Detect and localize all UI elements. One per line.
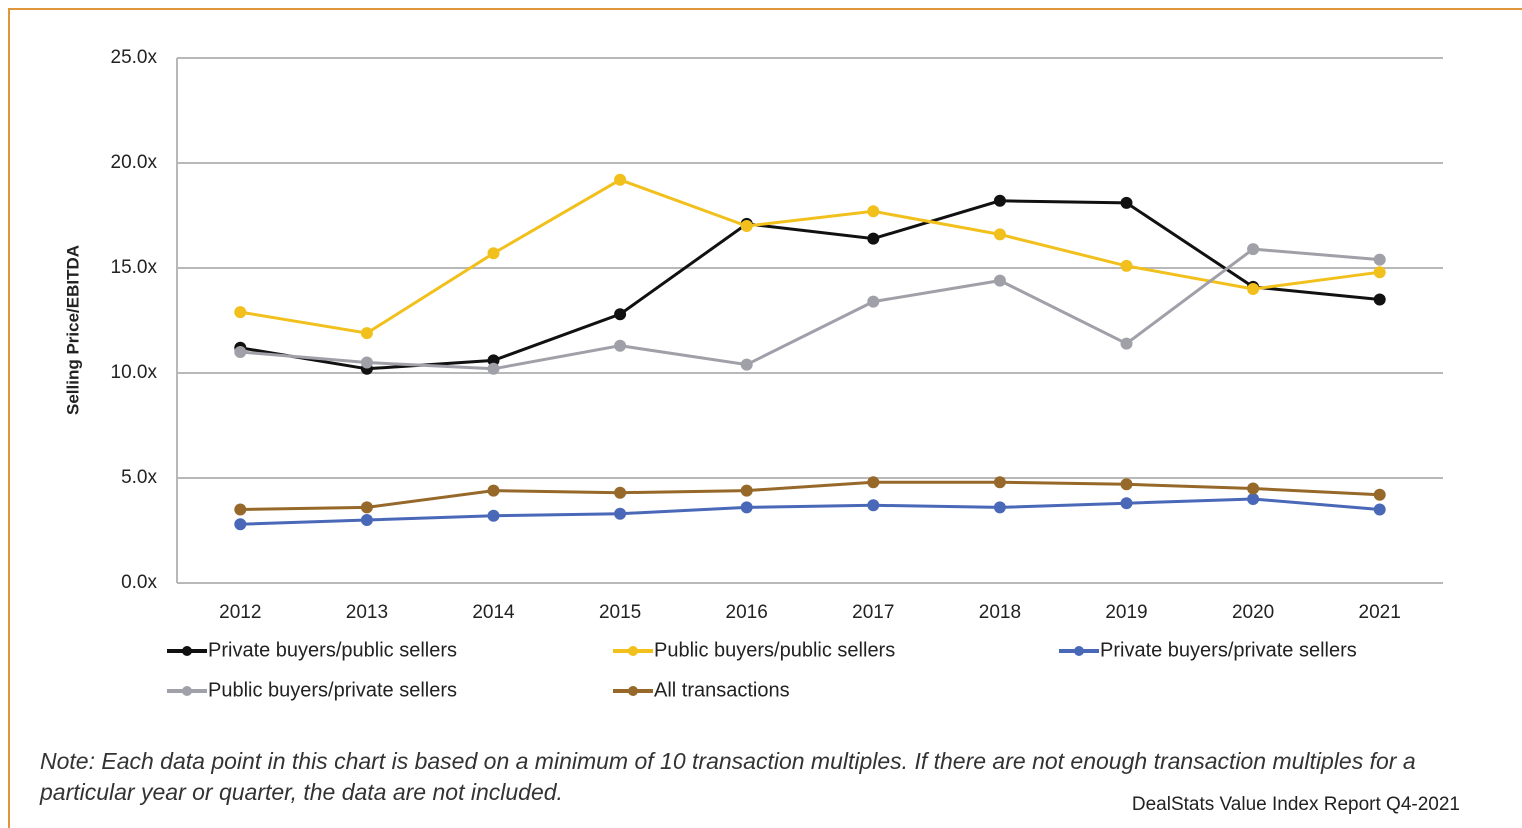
note: Note: Each data point in this chart is b… [40,748,1416,774]
x-tick-label: 2012 [219,602,261,623]
y-tick-label: 0.0x [121,572,157,593]
data-point [1247,493,1260,505]
data-point [740,220,753,232]
data-point [487,509,500,522]
data-point [234,346,247,358]
data-point [614,486,627,499]
data-point [740,358,753,371]
y-tick-label: 10.0x [111,362,158,383]
x-tick-label: 2016 [726,602,768,623]
series-line [240,178,1380,335]
data-point [1373,266,1386,279]
data-point [1247,243,1260,256]
data-point [867,295,880,308]
frame [8,8,1522,828]
data-point [360,356,373,369]
data-point [1120,196,1133,209]
y-tick-label: 15.0x [111,257,158,278]
data-point [487,484,500,497]
data-point [487,247,500,260]
y-tick-label: 5.0x [121,467,157,488]
series-line [240,480,1380,511]
data-point [993,476,1006,489]
legend-swatch [628,686,638,696]
x-tick-label: 2014 [472,602,515,623]
data-point [993,501,1006,514]
data-point [1373,253,1386,266]
legend-label: Public buyers/public sellers [654,639,895,661]
x-tick-label: 2013 [346,602,388,623]
x-tick-label: 2020 [1232,602,1274,623]
series-line [240,247,1380,371]
data-point [740,484,753,497]
series-line [240,497,1380,526]
x-tick-label: 2015 [599,602,641,623]
data-point [993,194,1006,207]
source: DealStats Value Index Report Q4-2021 [1132,794,1460,815]
data-point [360,514,373,526]
y-tick-label: 20.0x [111,152,158,173]
data-point [867,499,880,512]
data-point [993,228,1006,241]
data-point [614,507,627,520]
x-tick-label: 2018 [979,602,1021,623]
series-line [240,199,1380,371]
data-point [234,518,247,531]
data-point [1120,497,1133,510]
data-point [234,503,247,516]
data-point [993,274,1006,287]
data-point [614,339,627,352]
x-tick-label: 2017 [852,602,894,623]
x-tick-label: 2021 [1359,602,1401,623]
data-point [1373,293,1386,306]
legend-swatch [1074,646,1084,656]
data-point [740,501,753,514]
legend-label: Private buyers/private sellers [1100,639,1357,661]
legend-label: Public buyers/private sellers [208,679,457,701]
data-point [867,205,880,218]
data-point [360,501,373,514]
data-point [487,354,500,367]
data-point [360,327,373,340]
data-point [1247,482,1260,495]
data-point [614,173,627,186]
x-tick-label: 2019 [1105,602,1147,623]
data-point [867,476,880,489]
legend-label: Private buyers/public sellers [208,639,457,661]
data-point [867,232,880,245]
legend-swatch [182,686,192,696]
data-point [1373,503,1386,516]
note: particular year or quarter, the data are… [39,779,563,805]
data-point [1247,283,1260,295]
data-point [614,308,627,321]
data-point [1120,337,1133,350]
data-point [487,362,500,375]
data-point [1373,488,1386,501]
legend-swatch [628,646,638,656]
data-point [234,306,247,319]
data-point [1120,259,1133,272]
y-tick-label: 25.0x [111,47,158,68]
y-axis-label: Selling Price/EBITDA [63,245,82,415]
legend-swatch [182,646,192,656]
data-point [1120,478,1133,491]
legend-label: All transactions [654,679,790,701]
